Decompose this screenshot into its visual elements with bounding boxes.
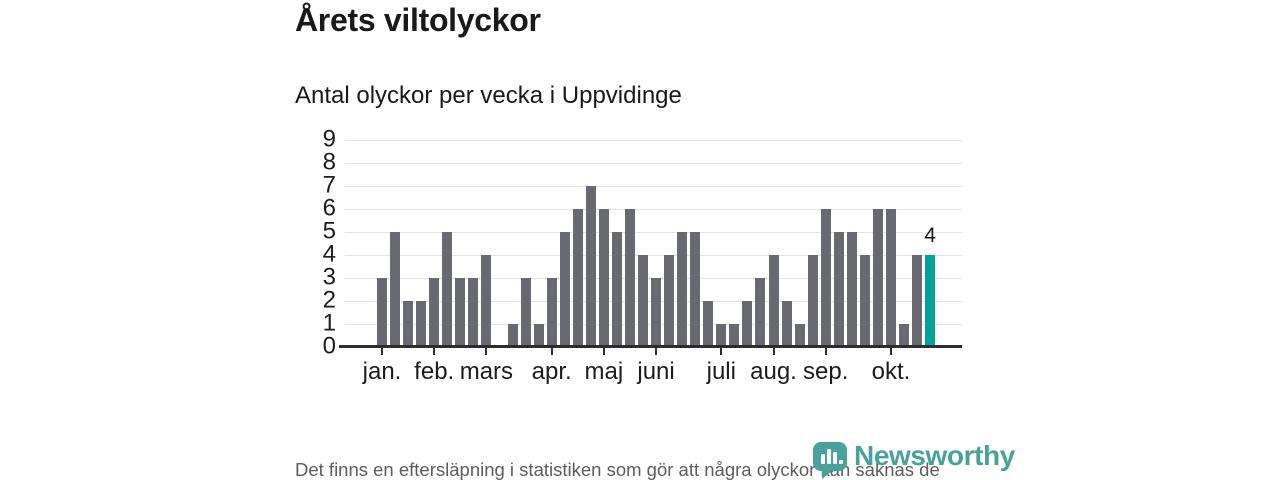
x-axis-label-mars: mars xyxy=(459,358,514,385)
x-axis-label-feb: feb. xyxy=(414,358,455,385)
bar-week-34 xyxy=(807,255,818,347)
x-tick-sep xyxy=(824,347,827,355)
bar-week-1 xyxy=(377,278,387,347)
y-axis-label-3: 3 xyxy=(322,263,336,291)
bar-week-2 xyxy=(390,232,401,347)
bar-week-36 xyxy=(833,232,844,347)
x-axis-label-okt: okt. xyxy=(871,358,911,385)
bar-week-15 xyxy=(559,232,570,347)
bar-week-19 xyxy=(611,232,622,347)
bar-week-39 xyxy=(872,209,883,347)
x-axis-label-maj: maj xyxy=(584,358,624,385)
x-axis-label-juni: juni xyxy=(637,358,675,385)
gridline-y7 xyxy=(345,185,962,187)
bar-week-13 xyxy=(533,324,544,347)
bar-week-32 xyxy=(781,301,792,347)
bar-week-25 xyxy=(690,232,701,347)
x-axis-label-sep: sep. xyxy=(803,358,849,385)
y-axis-label-0: 0 xyxy=(322,332,336,360)
bar-week-6 xyxy=(442,232,453,347)
x-tick-jan xyxy=(381,347,383,355)
gridline-y8 xyxy=(345,162,962,164)
y-axis-label-7: 7 xyxy=(322,171,336,199)
bar-week-35 xyxy=(820,209,831,347)
y-axis-label-5: 5 xyxy=(322,217,336,245)
bar-week-20 xyxy=(624,209,635,347)
x-axis-label-aug: aug. xyxy=(750,358,797,385)
x-tick-juli xyxy=(720,347,723,355)
bar-week-14 xyxy=(546,278,557,347)
bar-week-42 xyxy=(912,255,923,347)
bar-week-12 xyxy=(520,278,531,347)
newsworthy-logo: Newsworthy xyxy=(812,441,1015,479)
bar-week-27 xyxy=(716,324,727,347)
bar-week-26 xyxy=(703,301,714,347)
x-tick-okt xyxy=(889,347,892,355)
bar-week-5 xyxy=(429,278,440,347)
y-axis-label-4: 4 xyxy=(322,240,336,268)
bar-week-8 xyxy=(468,278,479,347)
x-tick-apr xyxy=(550,347,553,355)
x-axis-label-juli: juli xyxy=(706,358,736,385)
bar-week-16 xyxy=(572,209,583,347)
bar-week-38 xyxy=(859,255,870,347)
page-title: Årets viltolyckor xyxy=(295,2,541,38)
x-tick-juni xyxy=(655,347,658,355)
bar-week-17 xyxy=(585,186,596,347)
gridline-y4 xyxy=(345,254,962,256)
bar-week-40 xyxy=(885,209,896,347)
gridline-y9 xyxy=(345,139,962,141)
plot-area: 0 1 2 3 4 5 6 7 8 9 jan. feb. mars apr. maj juni juli aug… xyxy=(323,127,962,385)
y-axis-label-9: 9 xyxy=(322,125,336,153)
bar-week-41 xyxy=(899,324,909,347)
y-axis-label-2: 2 xyxy=(322,286,336,314)
x-axis-line xyxy=(339,345,962,348)
bar-week-33 xyxy=(794,324,805,347)
bar-week-7 xyxy=(455,278,466,347)
bar-week-28 xyxy=(729,324,740,347)
x-tick-aug xyxy=(772,347,775,355)
bar-week-22 xyxy=(651,278,662,347)
bar-week-21 xyxy=(638,255,648,347)
bar-week-9 xyxy=(481,255,492,347)
gridline-y6 xyxy=(345,208,962,210)
bar-week-24 xyxy=(677,232,688,347)
x-tick-feb xyxy=(433,347,436,355)
bar-week-37 xyxy=(846,232,857,347)
x-tick-maj xyxy=(602,347,605,355)
bar-week-11 xyxy=(507,324,518,347)
y-axis-label-6: 6 xyxy=(322,194,336,222)
highlight-value-label: 4 xyxy=(924,224,936,247)
y-axis-label-1: 1 xyxy=(322,309,336,337)
newsworthy-logo-text: Newsworthy xyxy=(854,440,1015,471)
bar-week-23 xyxy=(664,255,675,347)
bar-week-29 xyxy=(742,301,753,347)
bar-week-30 xyxy=(755,278,766,347)
bar-week-31 xyxy=(768,255,779,347)
footer-note: Det finns en eftersläpning i statistiken… xyxy=(295,458,940,480)
newsworthy-logo-icon xyxy=(813,442,847,479)
bar-week-3 xyxy=(403,301,414,347)
gridline-y5 xyxy=(345,231,962,233)
x-tick-mars xyxy=(485,347,488,355)
bar-week-18 xyxy=(598,209,609,347)
x-axis-label-apr: apr. xyxy=(531,358,572,385)
bar-week-4 xyxy=(416,301,427,347)
y-axis-label-8: 8 xyxy=(322,148,336,176)
chart-subtitle: Antal olyckor per vecka i Uppvidinge xyxy=(295,82,682,109)
bar-week-43 xyxy=(925,255,936,347)
x-axis-label-jan: jan. xyxy=(362,358,402,385)
